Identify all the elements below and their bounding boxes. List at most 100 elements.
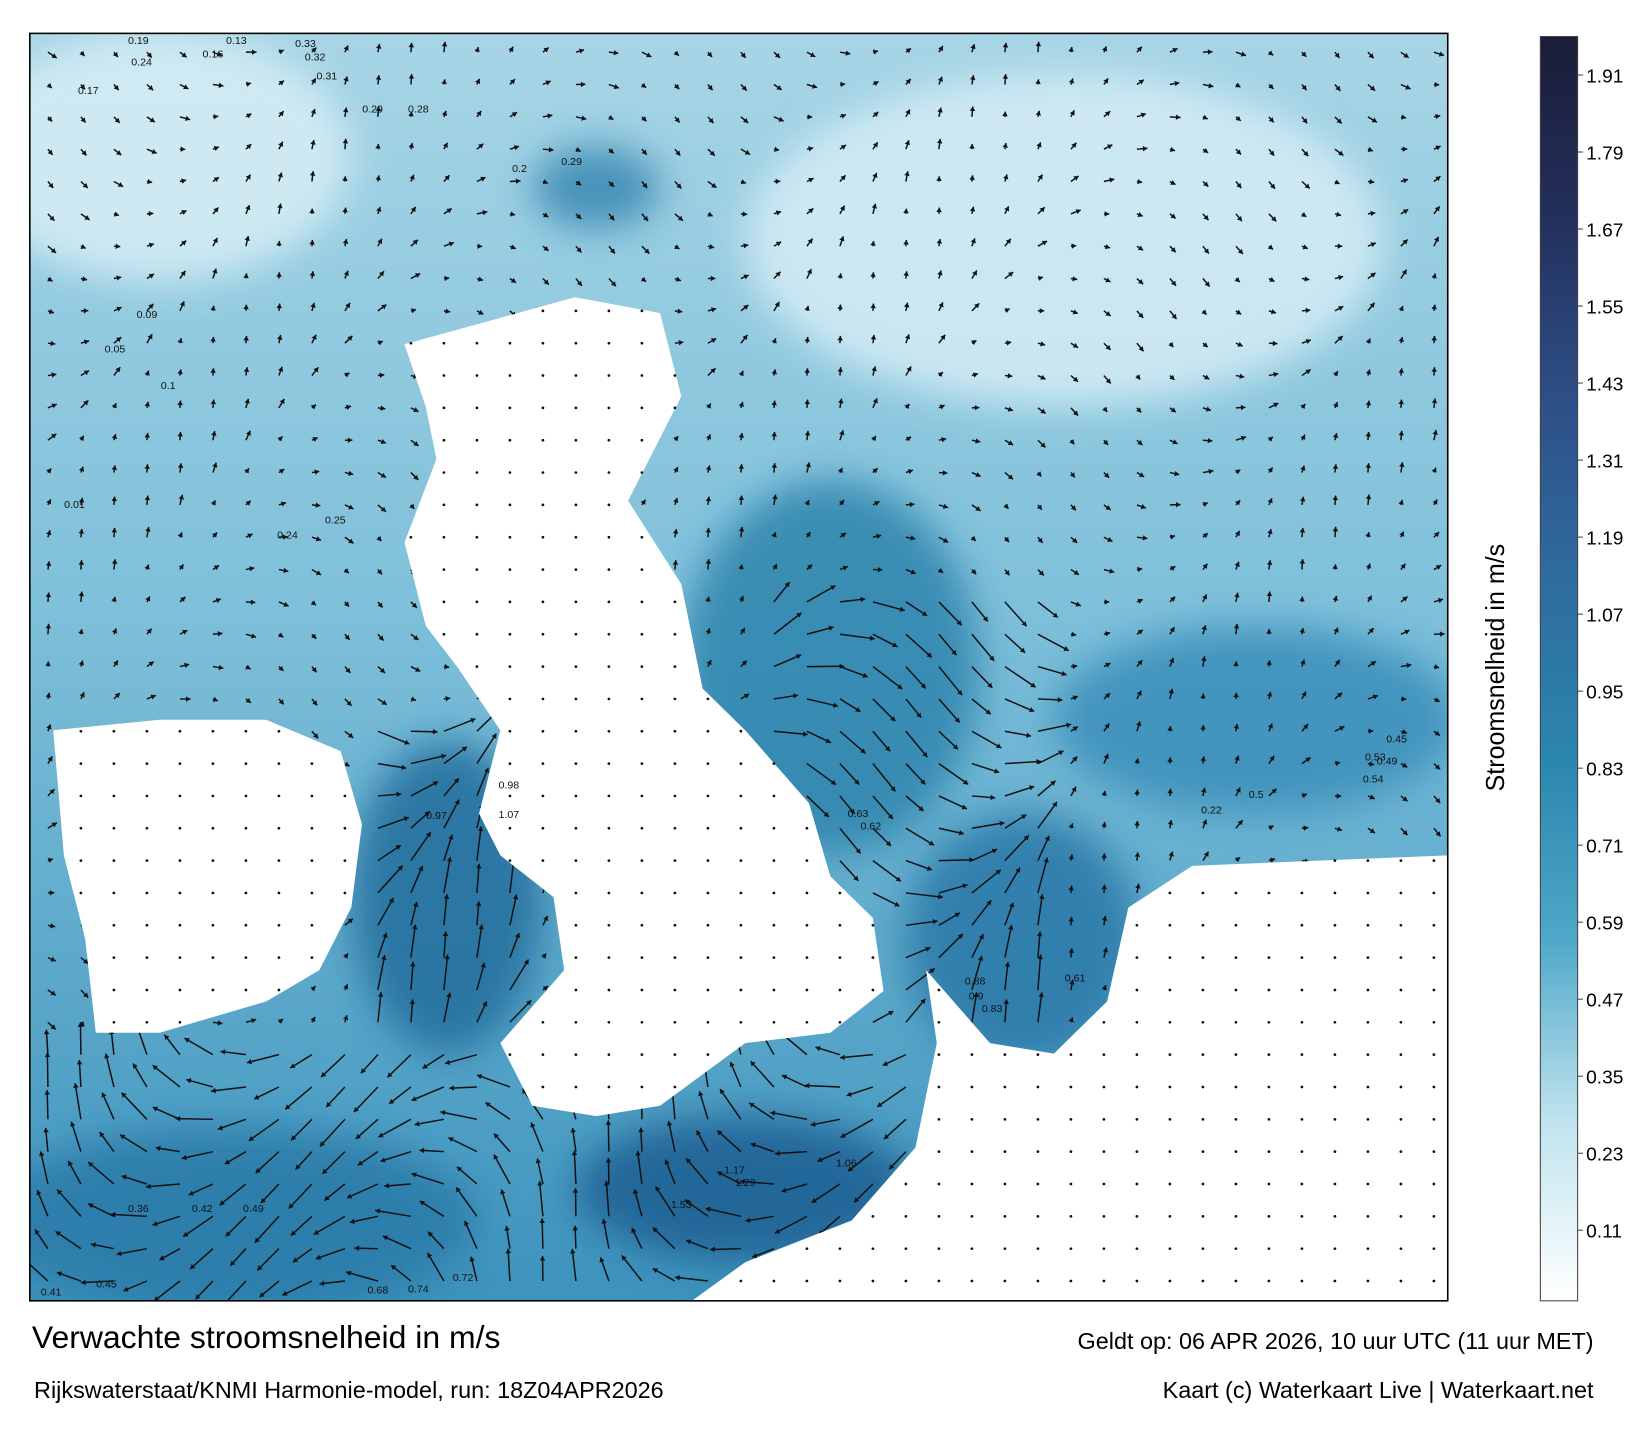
grid-dot <box>1136 924 1139 927</box>
colorbar-tick-label: 0.23 <box>1586 1145 1623 1166</box>
grid-dot <box>575 989 578 992</box>
grid-dot <box>872 989 875 992</box>
grid-dot <box>674 989 677 992</box>
grid-dot <box>608 730 611 733</box>
grid-dot <box>1433 1118 1436 1121</box>
grid-dot <box>1169 1150 1172 1153</box>
grid-dot <box>1433 1247 1436 1250</box>
grid-dot <box>1202 989 1205 992</box>
grid-dot <box>1169 989 1172 992</box>
grid-dot <box>1169 1021 1172 1024</box>
grid-dot <box>245 730 248 733</box>
grid-dot <box>1268 1053 1271 1056</box>
grid-dot <box>1169 1183 1172 1186</box>
grid-dot <box>509 698 512 701</box>
credit: Kaart (c) Waterkaart Live | Waterkaart.n… <box>1163 1377 1595 1403</box>
grid-dot <box>542 439 545 442</box>
grid-dot <box>1103 1118 1106 1121</box>
grid-dot <box>575 1053 578 1056</box>
grid-dot <box>608 665 611 668</box>
grid-dot <box>1235 1183 1238 1186</box>
grid-dot <box>146 924 149 927</box>
grid-dot <box>641 439 644 442</box>
colorbar-tick-label: 0.59 <box>1586 914 1623 935</box>
grid-dot <box>1136 1183 1139 1186</box>
grid-dot <box>1136 956 1139 959</box>
grid-dot <box>641 1021 644 1024</box>
grid-dot <box>311 859 314 862</box>
grid-dot <box>1004 1280 1007 1283</box>
grid-dot <box>1301 1118 1304 1121</box>
grid-dot <box>1037 1280 1040 1283</box>
grid-dot <box>179 762 182 765</box>
grid-dot <box>806 1280 809 1283</box>
speed-label: 0.72 <box>453 1272 474 1284</box>
grid-dot <box>1004 1118 1007 1121</box>
grid-dot <box>476 665 479 668</box>
grid-dot <box>707 795 710 798</box>
speed-label: 0.49 <box>243 1203 264 1215</box>
speed-label: 0.24 <box>131 57 152 69</box>
grid-dot <box>806 892 809 895</box>
grid-dot <box>542 342 545 345</box>
grid-dot <box>1400 892 1403 895</box>
grid-dot <box>1202 1247 1205 1250</box>
grid-dot <box>971 1118 974 1121</box>
grid-dot <box>1367 859 1370 862</box>
speed-label: 0.68 <box>368 1285 389 1297</box>
grid-dot <box>674 827 677 830</box>
grid-dot <box>113 989 116 992</box>
grid-dot <box>509 601 512 604</box>
speed-label: 0.01 <box>64 499 85 511</box>
grid-dot <box>575 827 578 830</box>
grid-dot <box>641 859 644 862</box>
grid-dot <box>509 471 512 474</box>
grid-dot <box>773 989 776 992</box>
grid-dot <box>1268 1183 1271 1186</box>
grid-dot <box>575 407 578 410</box>
grid-dot <box>1202 892 1205 895</box>
grid-dot <box>410 342 413 345</box>
grid-dot <box>113 956 116 959</box>
grid-dot <box>1136 1280 1139 1283</box>
grid-dot <box>1367 892 1370 895</box>
grid-dot <box>1202 924 1205 927</box>
grid-dot <box>1268 1247 1271 1250</box>
speed-label: 0.83 <box>982 1003 1003 1015</box>
grid-dot <box>542 504 545 507</box>
grid-dot <box>1169 924 1172 927</box>
grid-dot <box>575 633 578 636</box>
grid-dot <box>278 730 281 733</box>
grid-dot <box>641 989 644 992</box>
grid-dot <box>1400 1280 1403 1283</box>
grid-dot <box>311 892 314 895</box>
grid-dot <box>707 989 710 992</box>
grid-dot <box>542 407 545 410</box>
grid-dot <box>1004 1053 1007 1056</box>
speed-label: 0.05 <box>105 344 126 356</box>
grid-dot <box>806 924 809 927</box>
grid-dot <box>278 924 281 927</box>
grid-dot <box>542 374 545 377</box>
grid-dot <box>245 827 248 830</box>
grid-dot <box>1433 989 1436 992</box>
grid-dot <box>641 827 644 830</box>
grid-dot <box>1037 1118 1040 1121</box>
grid-dot <box>905 1183 908 1186</box>
grid-dot <box>1367 989 1370 992</box>
colorbar-label: Stroomsnelheid in m/s <box>1482 544 1510 792</box>
grid-dot <box>1400 859 1403 862</box>
grid-dot <box>509 762 512 765</box>
grid-dot <box>707 762 710 765</box>
grid-dot <box>1301 956 1304 959</box>
grid-dot <box>938 1021 941 1024</box>
grid-dot <box>740 892 743 895</box>
grid-dot <box>1334 1215 1337 1218</box>
grid-dot <box>509 342 512 345</box>
grid-dot <box>707 698 710 701</box>
grid-dot <box>905 1215 908 1218</box>
grid-dot <box>641 892 644 895</box>
grid-dot <box>1202 1086 1205 1089</box>
grid-dot <box>509 1053 512 1056</box>
grid-dot <box>542 698 545 701</box>
